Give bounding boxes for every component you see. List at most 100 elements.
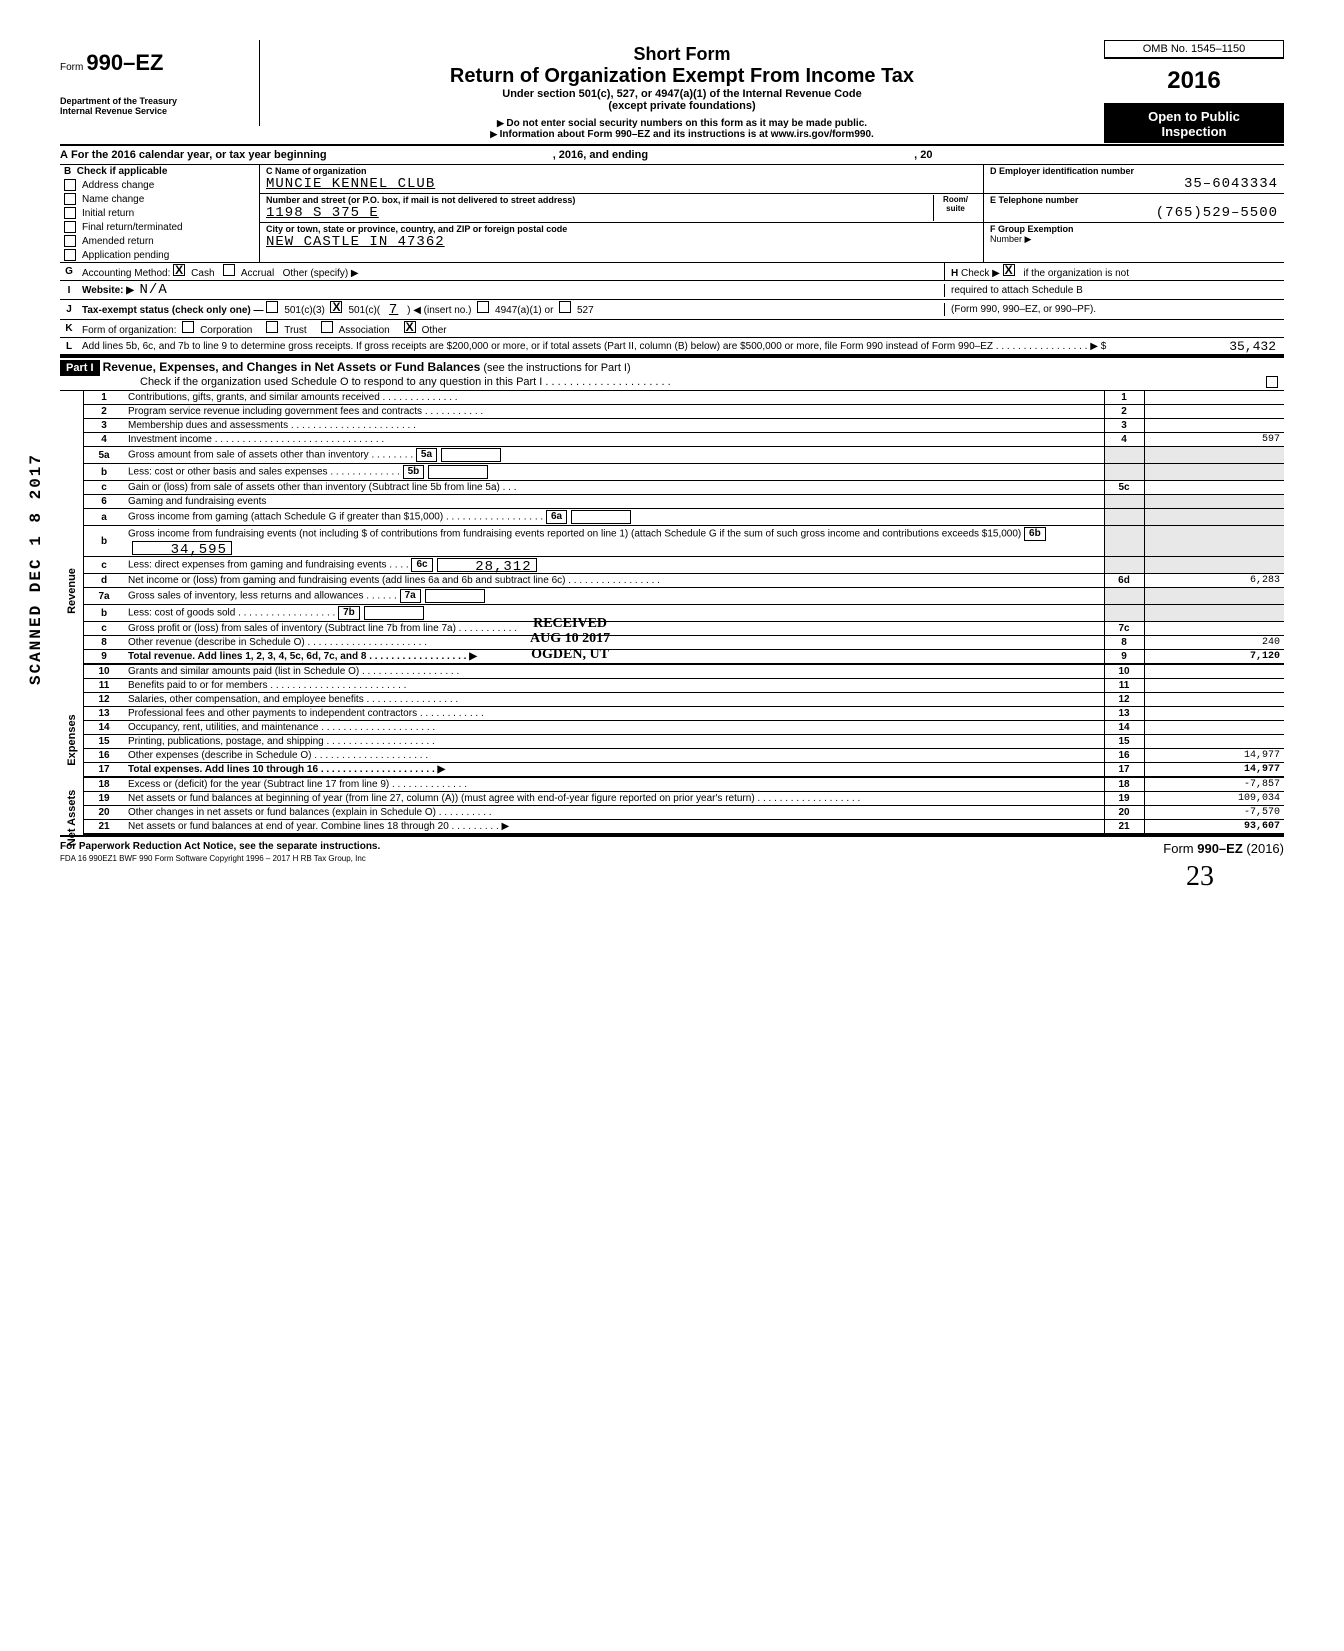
chk-4947a1[interactable]	[477, 301, 489, 313]
chk-other-org[interactable]	[404, 321, 416, 333]
omb-number: OMB No. 1545–1150	[1104, 40, 1284, 59]
row-h-text1: Check ▶	[961, 268, 1000, 279]
cat-net-assets: Net Assets	[60, 778, 84, 835]
line-14: 14Occupancy, rent, utilities, and mainte…	[84, 721, 1284, 735]
header-right: OMB No. 1545–1150 2016 Open to Public In…	[1104, 40, 1284, 143]
part-1-title: Revenue, Expenses, and Changes in Net As…	[103, 360, 481, 374]
line-21: 21Net assets or fund balances at end of …	[84, 820, 1284, 835]
net-assets-table: Net Assets 18Excess or (deficit) for the…	[60, 778, 1284, 835]
ssn-warning: Do not enter social security numbers on …	[270, 118, 1094, 129]
line-5b: bLess: cost or other basis and sales exp…	[84, 464, 1284, 481]
tel-label: E Telephone number	[990, 195, 1278, 205]
row-h-text2: if the organization is not	[1023, 268, 1129, 279]
line-5a: 5aGross amount from sale of assets other…	[84, 447, 1284, 464]
paperwork-notice: For Paperwork Reduction Act Notice, see …	[60, 841, 380, 852]
form-header: Form 990–EZ Department of the Treasury I…	[60, 40, 1284, 146]
group-exemption-label: F Group Exemption	[990, 224, 1278, 234]
line-4: 4Investment income . . . . . . . . . . .…	[84, 433, 1284, 447]
row-h-cont2: (Form 990, 990–EZ, or 990–PF).	[944, 303, 1284, 316]
line-2: 2Program service revenue including gover…	[84, 405, 1284, 419]
chk-corporation[interactable]	[182, 321, 194, 333]
row-a-text2: , 2016, and ending	[553, 149, 648, 161]
row-k: K Form of organization: Corporation Trus…	[60, 320, 1284, 338]
row-g-h: G Accounting Method: Cash Accrual Other …	[60, 263, 1284, 281]
label-h: H	[951, 268, 958, 279]
footer: For Paperwork Reduction Act Notice, see …	[60, 835, 1284, 863]
line-20: 20Other changes in net assets or fund ba…	[84, 806, 1284, 820]
open-to-public: Open to Public Inspection	[1104, 105, 1284, 143]
row-l-amount: 35,432	[1144, 339, 1284, 354]
form-prefix: Form	[60, 62, 83, 73]
city-label: City or town, state or province, country…	[266, 224, 977, 234]
chk-accrual[interactable]	[223, 264, 235, 276]
row-h-cont1: required to attach Schedule B	[944, 284, 1284, 297]
form-of-org-label: Form of organization:	[82, 325, 177, 336]
row-l-text: Add lines 5b, 6c, and 7b to line 9 to de…	[78, 340, 1144, 353]
org-name-value: MUNCIE KENNEL CLUB	[266, 176, 977, 192]
identity-section: B Check if applicable Address change Nam…	[60, 165, 1284, 263]
check-if-applicable: Check if applicable	[77, 166, 168, 177]
line-8: 8Other revenue (describe in Schedule O) …	[84, 636, 1284, 650]
line-19: 19Net assets or fund balances at beginni…	[84, 792, 1284, 806]
chk-527[interactable]	[559, 301, 571, 313]
part-1-tag: Part I	[60, 360, 100, 376]
col-d-contact: D Employer identification number 35–6043…	[984, 165, 1284, 262]
row-a-text1: For the 2016 calendar year, or tax year …	[71, 149, 327, 161]
chk-initial-return[interactable]: Initial return	[60, 206, 259, 220]
line-16: 16Other expenses (describe in Schedule O…	[84, 749, 1284, 763]
group-exemption-number: Number ▶	[990, 234, 1278, 245]
line-6c: cLess: direct expenses from gaming and f…	[84, 557, 1284, 574]
dept-treasury: Department of the Treasury	[60, 96, 259, 106]
chk-schedule-o-part1[interactable]	[1266, 376, 1278, 388]
chk-application-pending[interactable]: Application pending	[60, 248, 259, 262]
line-15: 15Printing, publications, postage, and s…	[84, 735, 1284, 749]
info-link-text: Information about Form 990–EZ and its in…	[270, 129, 1094, 140]
addr-label: Number and street (or P.O. box, if mail …	[266, 195, 933, 205]
addr-value: 1198 S 375 E	[266, 205, 933, 221]
row-a-text3: , 20	[914, 149, 932, 161]
line-12: 12Salaries, other compensation, and empl…	[84, 693, 1284, 707]
chk-cash[interactable]	[173, 264, 185, 276]
row-a-tax-year: A For the 2016 calendar year, or tax yea…	[60, 146, 1284, 165]
label-g: G	[60, 266, 78, 277]
open-line2: Inspection	[1108, 124, 1280, 139]
room-suite-label: Room/ suite	[933, 195, 977, 221]
501c-insert-no: 7	[383, 302, 404, 318]
form-page: SCANNED DEC 1 8 2017 Form 990–EZ Departm…	[60, 40, 1284, 863]
software-credit: FDA 16 990EZ1 BWF 990 Form Software Copy…	[60, 854, 380, 863]
city-value: NEW CASTLE IN 47362	[266, 234, 977, 250]
label-b: B	[64, 166, 71, 177]
line-7b: bLess: cost of goods sold . . . . . . . …	[84, 605, 1284, 622]
chk-association[interactable]	[321, 321, 333, 333]
chk-amended-return[interactable]: Amended return	[60, 234, 259, 248]
line-17: 17Total expenses. Add lines 10 through 1…	[84, 763, 1284, 778]
website-label: Website: ▶	[82, 285, 134, 296]
dept-irs: Internal Revenue Service	[60, 106, 259, 116]
form-code-footer: Form 990–EZ (2016)	[1163, 841, 1284, 863]
chk-501c[interactable]	[330, 301, 342, 313]
chk-trust[interactable]	[266, 321, 278, 333]
chk-not-required-sched-b[interactable]	[1003, 264, 1015, 276]
org-name-label: C Name of organization	[266, 166, 977, 176]
line-11: 11Benefits paid to or for members . . . …	[84, 679, 1284, 693]
col-b-checkboxes: B Check if applicable Address change Nam…	[60, 165, 260, 262]
line-7a: 7aGross sales of inventory, less returns…	[84, 588, 1284, 605]
header-left: Form 990–EZ Department of the Treasury I…	[60, 40, 260, 126]
chk-name-change[interactable]: Name change	[60, 192, 259, 206]
label-l: L	[60, 341, 78, 352]
ein-label: D Employer identification number	[990, 166, 1278, 176]
except-note: (except private foundations)	[270, 100, 1094, 112]
chk-address-change[interactable]: Address change	[60, 178, 259, 192]
label-i: I	[60, 285, 78, 296]
label-k: K	[60, 323, 78, 334]
part-1-header: Part I Revenue, Expenses, and Changes in…	[60, 356, 1284, 391]
chk-final-return[interactable]: Final return/terminated	[60, 220, 259, 234]
accounting-method-label: Accounting Method:	[82, 268, 170, 279]
line-9: 9Total revenue. Add lines 1, 2, 3, 4, 5c…	[84, 650, 1284, 665]
form-number: 990–EZ	[86, 50, 163, 75]
chk-501c3[interactable]	[266, 301, 278, 313]
cat-revenue: Revenue	[60, 391, 84, 665]
cat-expenses: Expenses	[60, 665, 84, 778]
expenses-table: Expenses 10Grants and similar amounts pa…	[60, 665, 1284, 778]
line-10: 10Grants and similar amounts paid (list …	[84, 665, 1284, 679]
